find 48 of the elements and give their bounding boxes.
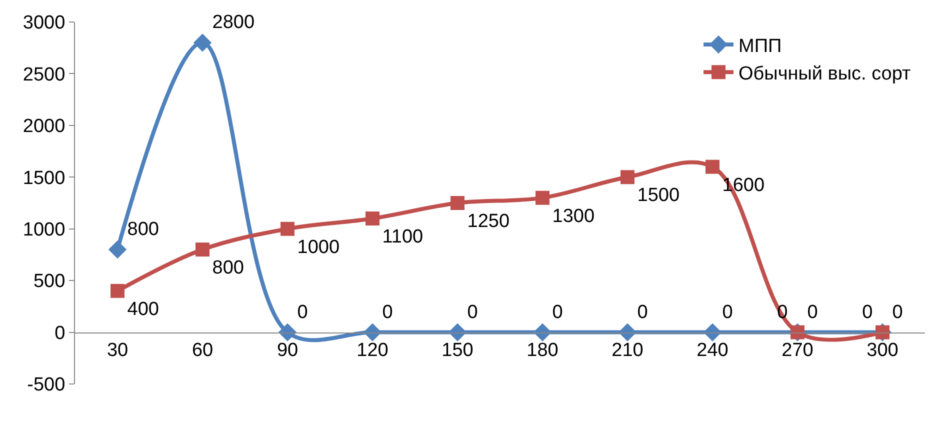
data-label: 1100 [382,226,424,248]
data-label: 400 [127,298,159,320]
data-label: 800 [127,219,159,240]
data-label: 1250 [467,211,510,232]
x-tick-label: 300 [866,340,898,362]
point [620,170,634,184]
legend-label: МПП [738,36,782,57]
data-label: 0 [467,302,478,323]
point [193,34,212,52]
point [196,242,210,257]
point [706,160,720,174]
data-label: 2800 [212,12,255,34]
y-tick-label: 3000 [22,12,66,34]
x-tick-label: 210 [612,340,644,362]
data-label: 1500 [637,185,680,206]
x-tick-label: 90 [276,340,298,362]
data-label: 1000 [297,236,340,258]
x-tick-label: 60 [192,340,214,362]
x-tick-label: 150 [442,340,474,362]
point [108,240,127,259]
point [450,196,464,210]
x-tick-label: 120 [356,340,388,362]
data-label: 0 [862,302,873,323]
data-label: 0 [552,302,563,323]
data-label: 1300 [552,206,595,227]
point [110,284,124,298]
data-label: 0 [297,302,308,323]
data-label: 0 [637,302,648,323]
y-tick-label: 1000 [22,220,66,241]
y-tick-label: 2000 [22,116,66,138]
data-label: 0 [382,302,393,323]
data-label: 0 [722,302,733,323]
y-tick-label: -500 [27,374,66,396]
data-label: 0 [807,302,818,323]
legend-label: Обычный выс. сорт [738,64,911,85]
point [536,190,550,205]
y-tick-label: 0 [54,322,66,344]
y-tick-label: 1500 [22,168,66,189]
x-tick-label: 270 [782,340,814,362]
data-label: 0 [892,302,903,323]
point [280,222,294,236]
data-label: 800 [212,258,244,279]
x-tick-label: 180 [526,340,558,362]
x-tick-label: 240 [696,340,728,362]
x-tick-label: 30 [106,340,128,362]
point [366,212,380,226]
y-tick-label: 2500 [22,64,66,86]
y-tick-label: 500 [33,271,66,292]
